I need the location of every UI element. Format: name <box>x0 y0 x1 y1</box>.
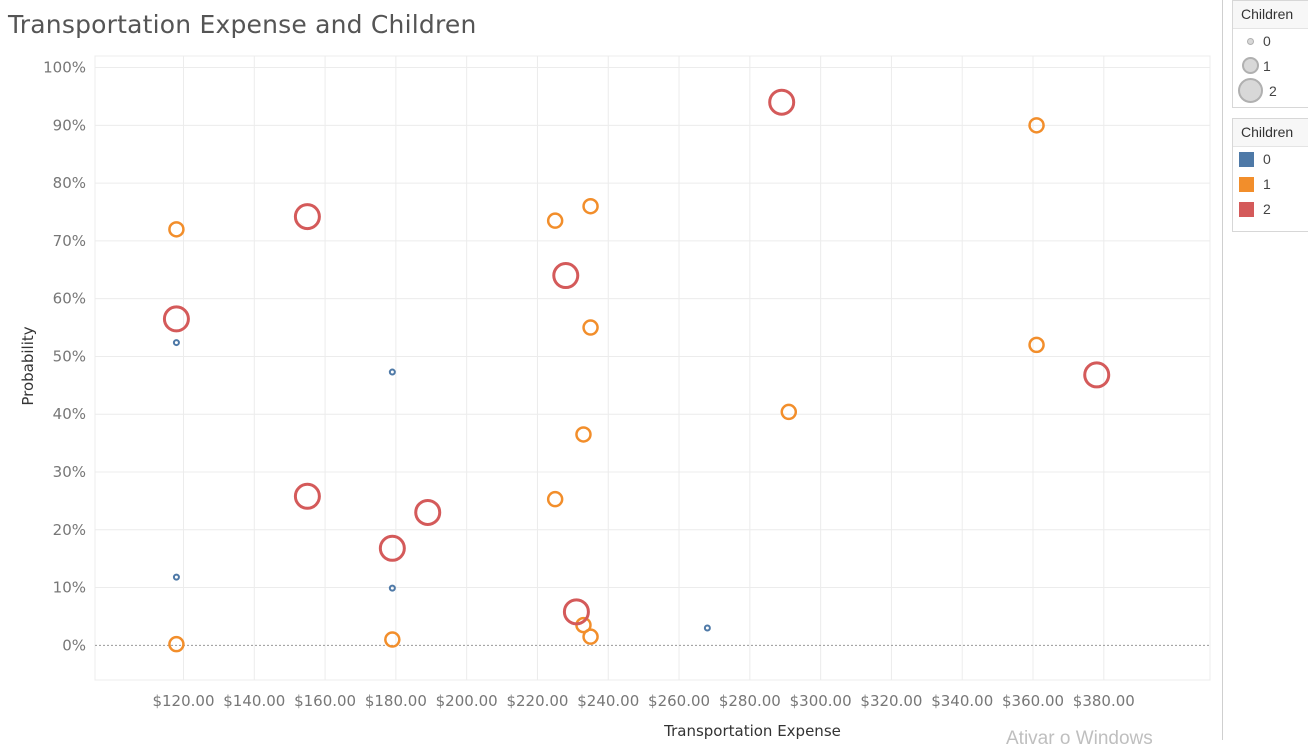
scatter-point-children-2 <box>414 498 442 526</box>
size-legend-label: 1 <box>1263 58 1271 74</box>
color-legend-label: 2 <box>1263 201 1271 217</box>
size-legend-label: 2 <box>1269 83 1277 99</box>
x-tick-label: $260.00 <box>648 692 710 710</box>
y-tick-label: 70% <box>53 232 86 250</box>
size-marker-small-icon <box>1247 38 1254 45</box>
x-tick-label: $160.00 <box>294 692 356 710</box>
scatter-point-children-1 <box>384 631 401 648</box>
color-legend[interactable]: Children 0 1 2 <box>1232 118 1308 232</box>
size-legend-item-1[interactable]: 1 <box>1233 54 1308 79</box>
y-tick-label: 0% <box>62 636 86 654</box>
scatter-point-children-2 <box>293 203 321 231</box>
color-legend-item-1[interactable]: 1 <box>1233 172 1308 197</box>
scatter-point-children-0 <box>172 573 180 581</box>
size-legend-title: Children <box>1233 1 1308 29</box>
scatter-point-children-1 <box>575 426 592 443</box>
x-tick-label: $280.00 <box>719 692 781 710</box>
scatter-point-children-0 <box>703 624 711 632</box>
x-tick-label: $200.00 <box>436 692 498 710</box>
scatter-point-children-1 <box>546 490 564 508</box>
y-tick-label: 40% <box>53 405 86 423</box>
size-legend[interactable]: Children 0 1 2 <box>1232 0 1308 108</box>
chart-title: Transportation Expense and Children <box>8 10 477 39</box>
scatter-point-children-1 <box>1028 117 1045 134</box>
scatter-point-children-1 <box>168 635 185 653</box>
scatter-point-children-2 <box>162 305 190 333</box>
scatter-point-children-0 <box>172 339 180 347</box>
scatter-point-children-2 <box>293 482 321 510</box>
x-tick-label: $180.00 <box>365 692 427 710</box>
size-legend-label: 0 <box>1263 33 1271 49</box>
size-marker-medium-icon <box>1242 57 1259 74</box>
scatter-point-children-1 <box>582 628 599 645</box>
x-axis-label: Transportation Expense <box>663 722 841 740</box>
y-tick-label: 80% <box>53 174 86 192</box>
size-marker-large-icon <box>1238 78 1263 103</box>
scatter-point-children-1 <box>780 403 798 421</box>
y-tick-label: 20% <box>53 521 86 539</box>
x-tick-label: $320.00 <box>860 692 922 710</box>
scatter-point-children-2 <box>1083 361 1111 389</box>
size-legend-item-0[interactable]: 0 <box>1233 29 1308 54</box>
color-legend-label: 0 <box>1263 151 1271 167</box>
color-legend-item-2[interactable]: 2 <box>1233 197 1308 222</box>
scatter-point-children-1 <box>546 212 564 229</box>
scatter-point-children-2 <box>552 262 580 290</box>
scatter-point-children-0 <box>388 368 396 376</box>
scatter-plot: $120.00 $140.00 $160.00 $180.00 $200.00 $220.… <box>19 55 1211 740</box>
y-tick-label: 100% <box>43 59 86 77</box>
scatter-point-children-1 <box>582 197 599 215</box>
scatter-point-children-1 <box>168 221 185 238</box>
scatter-point-children-0 <box>388 584 396 592</box>
scatter-point-children-2 <box>768 88 796 116</box>
scatter-point-children-1 <box>1028 336 1045 354</box>
scatter-point-children-2 <box>562 598 590 626</box>
y-tick-label: 60% <box>53 290 86 308</box>
x-tick-label: $140.00 <box>223 692 285 710</box>
plot-area <box>94 55 1211 681</box>
x-tick-label: $220.00 <box>506 692 568 710</box>
scatter-point-children-1 <box>582 319 599 336</box>
x-tick-label: $340.00 <box>931 692 993 710</box>
y-tick-label: 50% <box>53 347 86 365</box>
x-tick-label: $380.00 <box>1073 692 1135 710</box>
color-legend-label: 1 <box>1263 176 1271 192</box>
y-axis-label: Probability <box>19 326 37 405</box>
size-legend-item-2[interactable]: 2 <box>1233 78 1308 104</box>
x-tick-label: $300.00 <box>790 692 852 710</box>
y-tick-label: 90% <box>53 116 86 134</box>
y-tick-label: 30% <box>53 463 86 481</box>
scatter-point-children-2 <box>378 534 406 562</box>
x-tick-label: $120.00 <box>152 692 214 710</box>
x-tick-label: $360.00 <box>1002 692 1064 710</box>
os-watermark: Ativar o Windows <box>1006 728 1153 749</box>
x-tick-label: $240.00 <box>577 692 639 710</box>
color-swatch-icon <box>1239 177 1254 192</box>
color-legend-item-0[interactable]: 0 <box>1233 147 1308 172</box>
legend-sidebar <box>1222 0 1308 740</box>
y-tick-label: 10% <box>53 579 86 597</box>
color-legend-title: Children <box>1233 119 1308 147</box>
color-swatch-icon <box>1239 152 1254 167</box>
color-swatch-icon <box>1239 202 1254 217</box>
